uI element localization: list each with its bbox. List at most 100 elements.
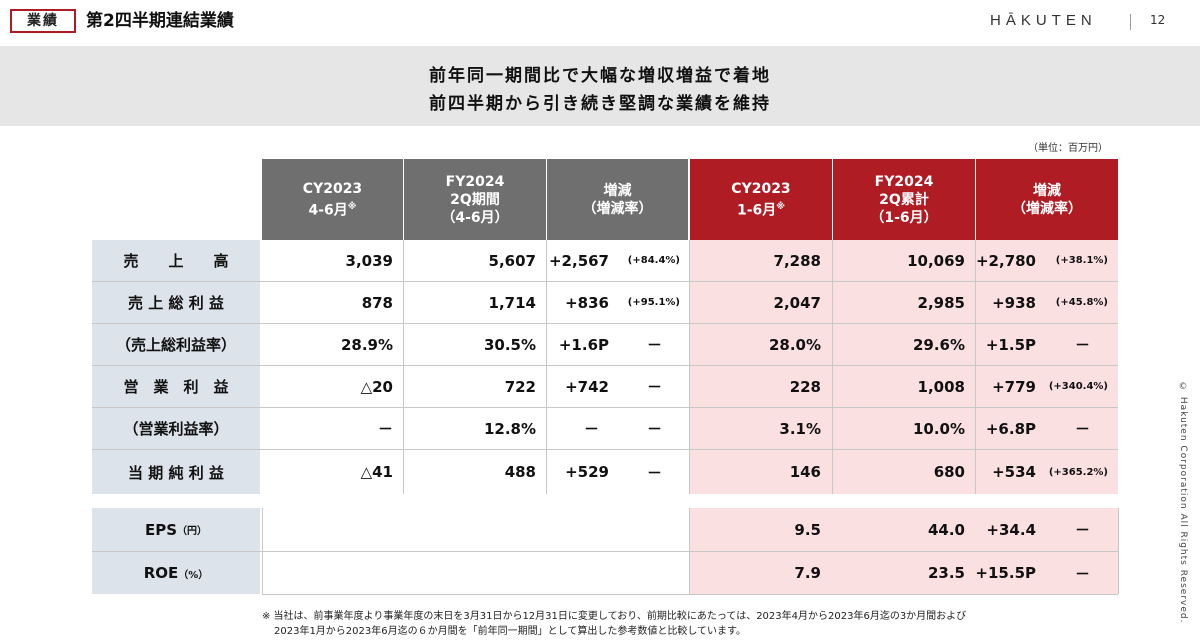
footnote: ※ 当社は、前事業年度より事業年度の末日を3月31日から12月31日に変更してお… (262, 609, 966, 639)
page-number: 12 (1150, 13, 1166, 27)
cell-value: 5,607 (488, 251, 536, 270)
row-label-gross-margin: （売上総利益率） (92, 324, 260, 365)
cell-diff: +836 (565, 293, 609, 312)
col-header-line2: 2Q期間 (450, 191, 500, 208)
cell-value: 12.8% (483, 419, 536, 438)
cell-value: － (377, 420, 393, 438)
cell-rate: － (646, 420, 662, 438)
cell-diff: +34.4 (986, 520, 1036, 539)
col-header-line1: FY2024 (874, 173, 934, 190)
cell-diff: +1.5P (985, 335, 1036, 354)
cell-value: △20 (360, 377, 393, 396)
cell-diff: +742 (565, 377, 609, 396)
cell-rate: － (1074, 420, 1090, 438)
cell-value: 3.1% (779, 419, 821, 438)
cell-value: 488 (504, 463, 536, 481)
company-logo: HĀKUTEN (990, 12, 1097, 29)
cell-diff: +779 (992, 377, 1036, 396)
cell-rate: (+84.4%) (627, 255, 680, 266)
col-header-line2: 1-6月※ (736, 201, 786, 219)
row-separator (92, 551, 1118, 552)
cell-value: 878 (361, 293, 393, 312)
cell-diff: +15.5P (975, 564, 1036, 582)
cell-value: 44.0 (927, 520, 965, 539)
col-separator (975, 240, 976, 494)
col-separator (689, 240, 690, 494)
row-separator (92, 281, 1118, 282)
cell-rate: (+45.8%) (1055, 297, 1108, 308)
row-label-net-sales: 売 上 高 (92, 240, 260, 281)
col-header-line2: 4-6月※ (308, 201, 357, 219)
top-bar: 業績 第2四半期連結業績 HĀKUTEN 12 (0, 0, 1200, 44)
col-separator (262, 508, 263, 594)
col-separator (403, 240, 404, 494)
col-header-line3: （1-6月） (870, 209, 938, 226)
cell-diff: － (583, 420, 599, 438)
row-label-gross-profit: 売 上 総 利 益 (92, 282, 260, 323)
col-header-line1: FY2024 (445, 173, 505, 190)
cell-value: 2,985 (917, 293, 965, 312)
copyright-notice: © Hakuten Corporation All Rights Reserve… (1178, 382, 1188, 624)
cell-value: △41 (360, 463, 393, 481)
footnote-line-1: ※ 当社は、前事業年度より事業年度の末日を3月31日から12月31日に変更してお… (262, 611, 967, 622)
cell-value: 722 (504, 377, 536, 396)
row-separator (92, 449, 1118, 450)
cell-value: 28.0% (768, 335, 821, 354)
row-label-operating-margin: （営業利益率） (92, 408, 260, 449)
cell-rate: (+365.2%) (1048, 466, 1108, 478)
col-header-h-change: 増減 （増減率） (976, 159, 1118, 240)
cell-value: 7,288 (773, 251, 821, 270)
cell-rate: (+95.1%) (627, 297, 680, 308)
cell-value: 10.0% (912, 419, 965, 438)
col-header-line1: 増減 (1033, 182, 1061, 199)
row-separator (92, 365, 1118, 366)
row-label-eps: EPS （円） (92, 508, 260, 551)
headline-line-1: 前年同一期間比で大幅な増収増益で着地 (429, 66, 771, 86)
row-separator (92, 323, 1118, 324)
cell-rate: － (1074, 521, 1090, 539)
col-header-line1: CY2023 (302, 180, 363, 197)
cell-rate: － (646, 378, 662, 396)
col-separator (546, 240, 547, 494)
cell-diff: +6.8P (985, 419, 1036, 438)
cell-diff: +2,567 (548, 251, 609, 270)
cell-value: 1,714 (488, 293, 536, 312)
cell-value: 7.9 (794, 564, 821, 582)
cell-value: 28.9% (340, 335, 393, 354)
cell-diff: +938 (992, 293, 1036, 312)
col-header-line2: 2Q累計 (879, 191, 929, 208)
cell-diff: +534 (992, 463, 1036, 481)
unit-note: （単位：百万円） (1028, 143, 1108, 154)
cell-value: 29.6% (912, 335, 965, 354)
col-separator (832, 240, 833, 494)
col-separator (689, 508, 690, 594)
footnote-line-2: 2023年1月から2023年6月迄の６か月間を「前年同一期間」として算出した参考… (274, 626, 747, 637)
row-label-roe: ROE （%） (92, 552, 260, 594)
col-separator (1118, 508, 1119, 594)
cumulative-bg (690, 240, 1118, 494)
cell-value: 23.5 (927, 564, 965, 582)
cell-rate: － (1074, 564, 1090, 583)
row-label-net-income: 当 期 純 利 益 (92, 450, 260, 494)
cell-rate: － (1074, 336, 1090, 354)
cell-rate: (+38.1%) (1055, 255, 1108, 266)
headline-banner: 前年同一期間比で大幅な増収増益で着地 前四半期から引き続き堅調な業績を維持 (0, 46, 1200, 126)
col-header-fy2024-cumulative: FY2024 2Q累計 （1-6月） (833, 159, 975, 240)
cell-rate: (+340.4%) (1048, 381, 1108, 392)
col-header-q-change: 増減 （増減率） (547, 159, 688, 240)
col-header-cy2023-h: CY2023 1-6月※ (690, 159, 832, 240)
cell-diff: +2,780 (975, 251, 1036, 270)
col-header-line2: （増減率） (582, 200, 653, 217)
col-header-line1: CY2023 (731, 180, 791, 197)
row-separator (262, 594, 1118, 595)
cell-value: 146 (789, 463, 821, 481)
cell-value: 3,039 (345, 251, 393, 270)
cell-value: 9.5 (794, 520, 821, 539)
cell-value: 10,069 (907, 251, 965, 270)
col-header-line2: （増減率） (1012, 200, 1082, 217)
cell-rate: － (646, 463, 662, 482)
row-label-operating-profit: 営 業 利 益 (92, 366, 260, 407)
col-header-fy2024-2q: FY2024 2Q期間 （4-6月） (404, 159, 546, 240)
page-title: 第2四半期連結業績 (86, 11, 234, 31)
header-divider (1130, 14, 1131, 30)
